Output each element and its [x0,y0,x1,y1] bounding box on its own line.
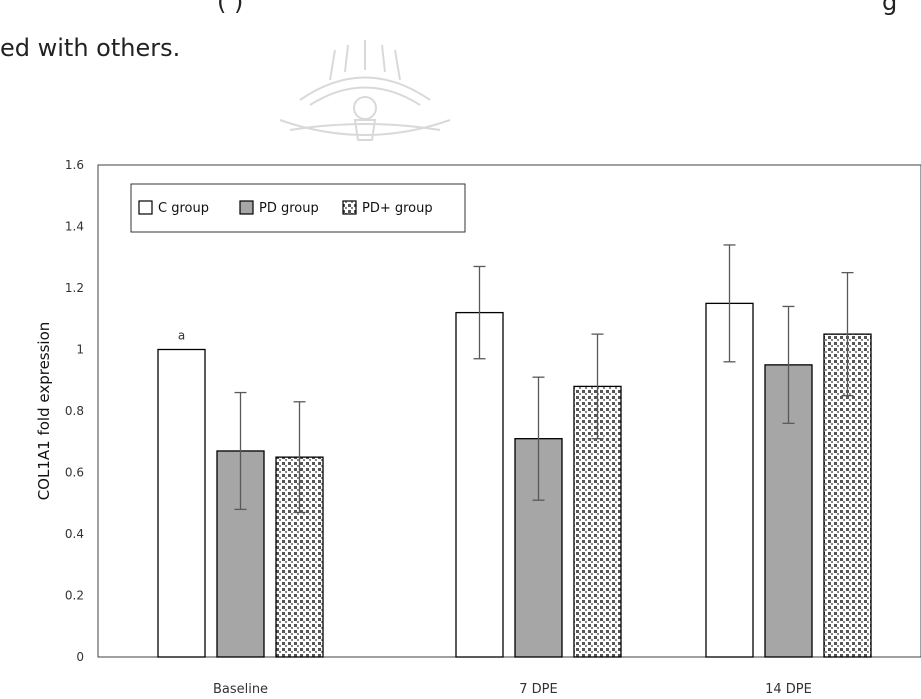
legend-swatch [138,200,153,215]
plot-area-frame [97,164,921,658]
y-tick-label: 0 [76,650,84,664]
bar [157,348,206,658]
y-tick-label: 1.2 [65,281,84,295]
legend-label: PD+ group [362,201,433,216]
legend-label: C group [158,201,209,216]
y-axis-label: COL1A1 fold expression [35,322,53,501]
y-tick-label: 1 [76,343,84,357]
bar [455,311,504,658]
prose-fragment: ( ) [217,0,244,16]
prose-fragment: g [882,0,898,16]
y-tick-label: 0.8 [65,404,84,418]
y-tick-label: 1.4 [65,220,84,234]
prose-line-top: ( ) g [12,0,897,16]
legend-label: PD group [259,201,319,216]
y-tick-label: 0.4 [65,527,84,541]
y-tick-label: 0.2 [65,589,84,603]
y-tick-label: 1.6 [65,158,84,172]
significance-letter: a [178,329,185,343]
prose-line-second: ed with others. [0,34,181,62]
x-category-label: Baseline [213,682,268,697]
y-tick-label: 0.6 [65,466,84,480]
legend: C group PD group PD+ group [130,183,466,233]
legend-swatch [239,200,254,215]
legend-box [130,183,466,233]
x-category-label: 14 DPE [765,682,812,697]
legend-swatch [342,200,357,215]
x-category-label: 7 DPE [519,682,557,697]
